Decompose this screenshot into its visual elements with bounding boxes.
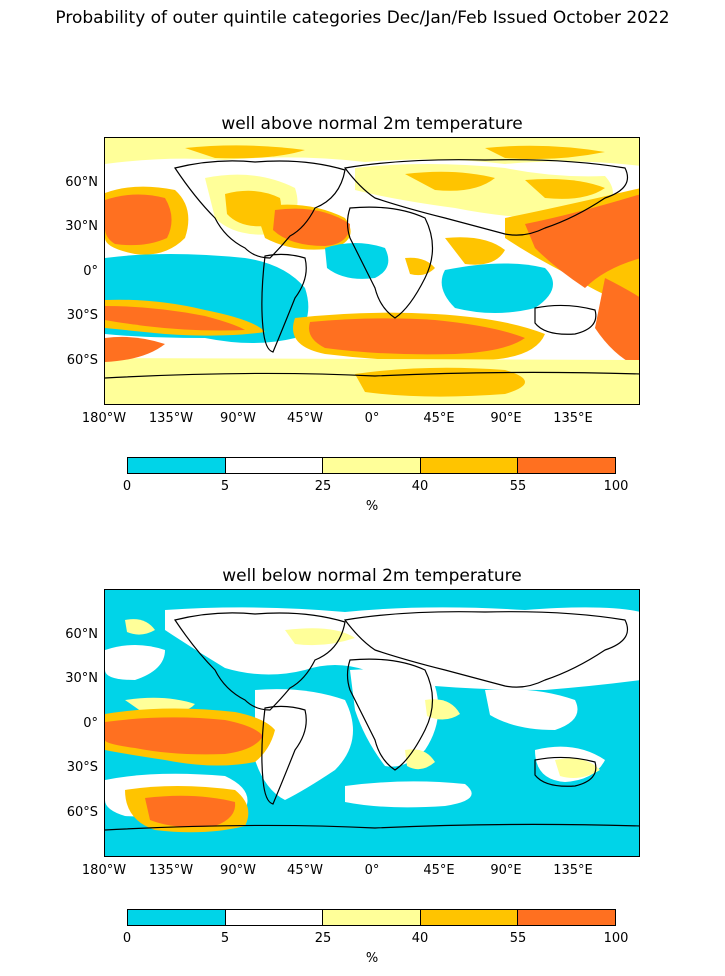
lon-label: 45°E bbox=[423, 863, 455, 878]
colorbar-tick: 25 bbox=[314, 479, 332, 494]
colorbar-segment-25-40 bbox=[322, 910, 420, 925]
colorbar-tick: 100 bbox=[603, 479, 629, 494]
colorbar-tick: 40 bbox=[411, 479, 429, 494]
lon-label: 0° bbox=[364, 411, 380, 426]
colorbar-tick: 100 bbox=[603, 931, 629, 946]
colorbar bbox=[127, 909, 616, 926]
colorbar-segment-40-55 bbox=[419, 910, 518, 925]
lat-label: 0° bbox=[83, 264, 98, 279]
lon-label: 180°W bbox=[81, 411, 127, 426]
lat-label: 60°S bbox=[66, 353, 98, 368]
lon-label: 135°E bbox=[553, 863, 593, 878]
colorbar-tick: 55 bbox=[509, 931, 527, 946]
lat-label: 30°S bbox=[66, 760, 98, 775]
colorbar-tick: 55 bbox=[509, 479, 527, 494]
colorbar-tick: 0 bbox=[122, 931, 132, 946]
lat-label: 30°N bbox=[65, 671, 98, 686]
colorbar-segment-55-100 bbox=[517, 458, 615, 473]
lon-label: 135°E bbox=[553, 411, 593, 426]
colorbar-segment-0-5 bbox=[128, 910, 225, 925]
lon-label: 135°W bbox=[148, 863, 194, 878]
lon-label: 90°E bbox=[490, 863, 522, 878]
colorbar bbox=[127, 457, 616, 474]
colorbar-segment-40-55 bbox=[419, 458, 518, 473]
lat-label: 60°S bbox=[66, 805, 98, 820]
lon-label: 45°W bbox=[287, 411, 323, 426]
lon-label: 90°W bbox=[220, 863, 256, 878]
panel-title: well above normal 2m temperature bbox=[221, 114, 523, 134]
lon-label: 90°E bbox=[490, 411, 522, 426]
lat-label: 30°S bbox=[66, 308, 98, 323]
probability-map bbox=[104, 589, 640, 857]
lat-label: 60°N bbox=[65, 175, 98, 190]
colorbar-segment-55-100 bbox=[517, 910, 615, 925]
colorbar-segment-25-40 bbox=[322, 458, 420, 473]
colorbar-tick: 40 bbox=[411, 931, 429, 946]
colorbar-unit: % bbox=[365, 499, 379, 514]
lat-label: 30°N bbox=[65, 219, 98, 234]
colorbar-unit: % bbox=[365, 951, 379, 966]
lon-label: 180°W bbox=[81, 863, 127, 878]
colorbar-tick: 5 bbox=[220, 931, 230, 946]
lon-label: 45°E bbox=[423, 411, 455, 426]
colorbar-tick: 25 bbox=[314, 931, 332, 946]
colorbar-segment-0-5 bbox=[128, 458, 225, 473]
colorbar-segment-5-25 bbox=[224, 910, 323, 925]
colorbar-tick: 5 bbox=[220, 479, 230, 494]
colorbar-segment-5-25 bbox=[224, 458, 323, 473]
lon-label: 90°W bbox=[220, 411, 256, 426]
probability-map bbox=[104, 137, 640, 405]
figure-title: Probability of outer quintile categories… bbox=[55, 8, 670, 28]
panel-title: well below normal 2m temperature bbox=[222, 566, 522, 586]
lat-label: 0° bbox=[83, 716, 98, 731]
colorbar-tick: 0 bbox=[122, 479, 132, 494]
lon-label: 45°W bbox=[287, 863, 323, 878]
lon-label: 135°W bbox=[148, 411, 194, 426]
lat-label: 60°N bbox=[65, 627, 98, 642]
lon-label: 0° bbox=[364, 863, 380, 878]
